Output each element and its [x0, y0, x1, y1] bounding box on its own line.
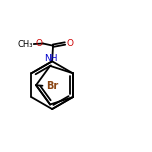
Text: Br: Br [46, 81, 58, 91]
Text: CH₃: CH₃ [18, 40, 33, 48]
Text: O: O [66, 39, 73, 48]
Text: O: O [35, 39, 42, 48]
Text: NH: NH [44, 54, 58, 63]
